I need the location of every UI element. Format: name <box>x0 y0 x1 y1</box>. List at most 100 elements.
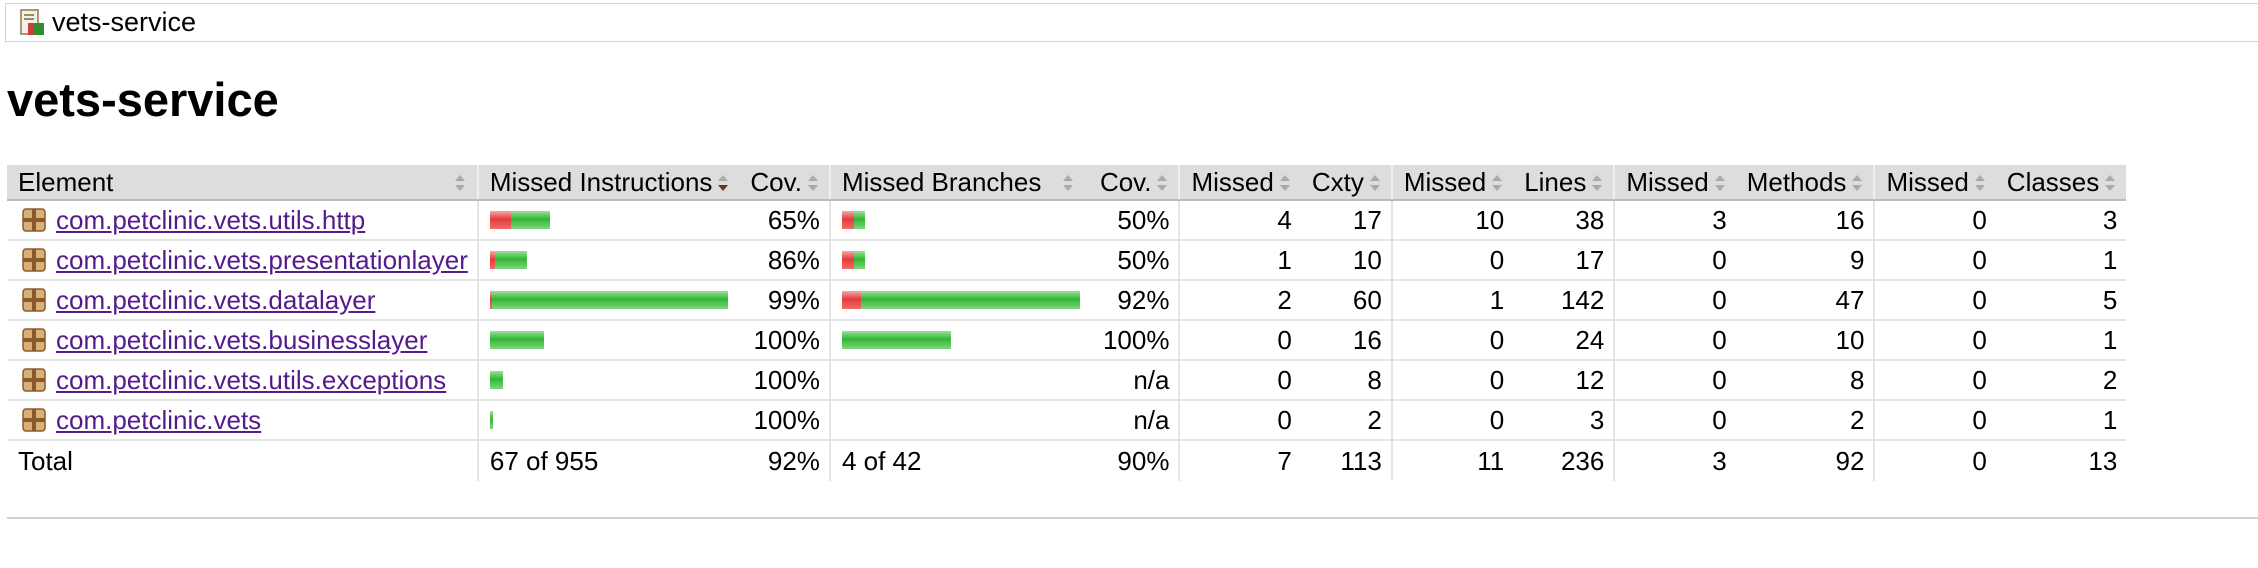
missed-classes: 0 <box>1873 360 1996 401</box>
col-missed-cxty-header[interactable]: Missed <box>1178 165 1301 201</box>
col-branch-cov-header[interactable]: Cov. <box>1088 165 1180 201</box>
missed-methods: 3 <box>1613 200 1736 241</box>
branches-bar <box>841 281 1080 319</box>
branches-missed-bar <box>841 291 861 309</box>
instructions-bar-cell <box>476 200 740 241</box>
lines: 24 <box>1513 320 1615 361</box>
total-classes: 13 <box>2088 445 2118 476</box>
header-label: Cov. <box>750 166 802 197</box>
missed-classes: 0 <box>1873 400 1996 441</box>
coverage-table: Element Missed Instructions Cov. Missed … <box>7 165 2127 481</box>
package-icon <box>22 327 46 352</box>
instructions-covered-bar <box>491 291 728 309</box>
missed-lines: 0 <box>1390 360 1514 401</box>
package-icon <box>22 407 46 432</box>
sort-icon <box>454 175 465 191</box>
total-lines: 236 <box>1560 445 1605 476</box>
instr-cov: 100% <box>739 400 830 441</box>
instr-cov: 65% <box>739 200 830 241</box>
branches-covered-bar <box>853 251 865 269</box>
breadcrumb-label: vets-service <box>52 7 197 37</box>
col-missed-instructions-header[interactable]: Missed Instructions <box>476 165 740 201</box>
branches-bar-cell <box>828 320 1089 361</box>
lines: 12 <box>1513 360 1615 401</box>
package-icon <box>22 287 46 312</box>
col-methods-header[interactable]: Methods <box>1735 165 1875 201</box>
total-label: Total <box>18 445 73 476</box>
table-row: com.petclinic.vets.businesslayer 100% 100%… <box>7 320 2127 361</box>
col-missed-lines-header[interactable]: Missed <box>1390 165 1514 201</box>
missed-cxty: 2 <box>1178 280 1301 321</box>
package-cell: com.petclinic.vets.datalayer <box>7 280 478 321</box>
instructions-bar <box>489 321 731 359</box>
instr-cov: 99% <box>739 280 830 321</box>
methods: 2 <box>1735 400 1875 441</box>
col-cxty-header[interactable]: Cxty <box>1300 165 1392 201</box>
instructions-covered-bar <box>510 211 550 229</box>
instructions-covered-bar <box>489 411 493 429</box>
col-lines-header[interactable]: Lines <box>1513 165 1615 201</box>
classes: 2 <box>1995 360 2127 401</box>
package-link[interactable]: com.petclinic.vets.utils.http <box>56 204 366 235</box>
classes: 1 <box>1995 240 2127 281</box>
instr-cov: 86% <box>739 240 830 281</box>
branch-cov: 50% <box>1088 240 1180 281</box>
instr-cov: 100% <box>739 360 830 401</box>
instructions-bar <box>489 241 731 279</box>
branches-covered-bar <box>860 291 1080 309</box>
missed-classes: 0 <box>1873 320 1996 361</box>
instructions-bar <box>489 361 731 399</box>
header-label: Missed Branches <box>841 166 1042 197</box>
col-missed-branches-header[interactable]: Missed Branches <box>828 165 1089 201</box>
instructions-covered-bar <box>489 371 503 389</box>
package-link[interactable]: com.petclinic.vets.datalayer <box>56 284 376 315</box>
total-missed-classes: 0 <box>1873 440 1996 481</box>
header-label: Missed Instructions <box>489 166 713 197</box>
report-icon <box>20 8 44 35</box>
missed-cxty: 0 <box>1178 400 1301 441</box>
branches-missed-bar <box>841 211 854 229</box>
table-row: com.petclinic.vets.presentationlayer 86% 5… <box>7 240 2127 281</box>
col-missed-classes-header[interactable]: Missed <box>1873 165 1996 201</box>
missed-cxty: 4 <box>1178 200 1301 241</box>
package-cell: com.petclinic.vets <box>7 400 478 441</box>
col-missed-methods-header[interactable]: Missed <box>1613 165 1736 201</box>
package-link[interactable]: com.petclinic.vets.presentationlayer <box>56 244 468 275</box>
classes: 1 <box>1995 400 2127 441</box>
sort-icon <box>1714 174 1725 191</box>
total-branch-cov: 90% <box>1117 445 1170 476</box>
package-link[interactable]: com.petclinic.vets.businesslayer <box>56 324 428 355</box>
cxty: 8 <box>1300 360 1392 401</box>
instructions-bar <box>489 281 731 319</box>
branch-cov: 92% <box>1088 280 1180 321</box>
col-element-header[interactable]: Element <box>7 165 478 201</box>
instructions-bar-cell <box>476 240 740 281</box>
methods: 10 <box>1735 320 1875 361</box>
instructions-covered-bar <box>494 251 527 269</box>
branches-bar <box>842 361 1080 399</box>
branches-bar-cell <box>828 280 1089 321</box>
total-missed-cxty: 7 <box>1178 440 1301 481</box>
branches-missed-bar <box>841 251 854 269</box>
missed-lines: 0 <box>1390 240 1514 281</box>
col-classes-header[interactable]: Classes <box>1995 165 2127 201</box>
cxty: 2 <box>1300 400 1392 441</box>
instructions-missed-bar <box>489 291 492 309</box>
missed-classes: 0 <box>1873 280 1996 321</box>
package-cell: com.petclinic.vets.presentationlayer <box>7 240 478 281</box>
sort-icon <box>807 174 818 191</box>
missed-cxty: 1 <box>1178 240 1301 281</box>
lines: 142 <box>1513 280 1615 321</box>
col-instr-cov-header[interactable]: Cov. <box>739 165 830 201</box>
missed-methods: 0 <box>1613 400 1736 441</box>
branches-covered-bar <box>853 211 865 229</box>
methods: 9 <box>1735 240 1875 281</box>
package-link[interactable]: com.petclinic.vets.utils.exceptions <box>56 364 447 395</box>
classes: 1 <box>1995 320 2127 361</box>
branches-covered-bar <box>841 331 951 349</box>
breadcrumb: vets-service <box>5 3 2258 42</box>
package-link[interactable]: com.petclinic.vets <box>56 404 262 435</box>
methods: 47 <box>1735 280 1875 321</box>
header-label: Cxty <box>1311 166 1364 197</box>
missed-classes: 0 <box>1873 240 1996 281</box>
